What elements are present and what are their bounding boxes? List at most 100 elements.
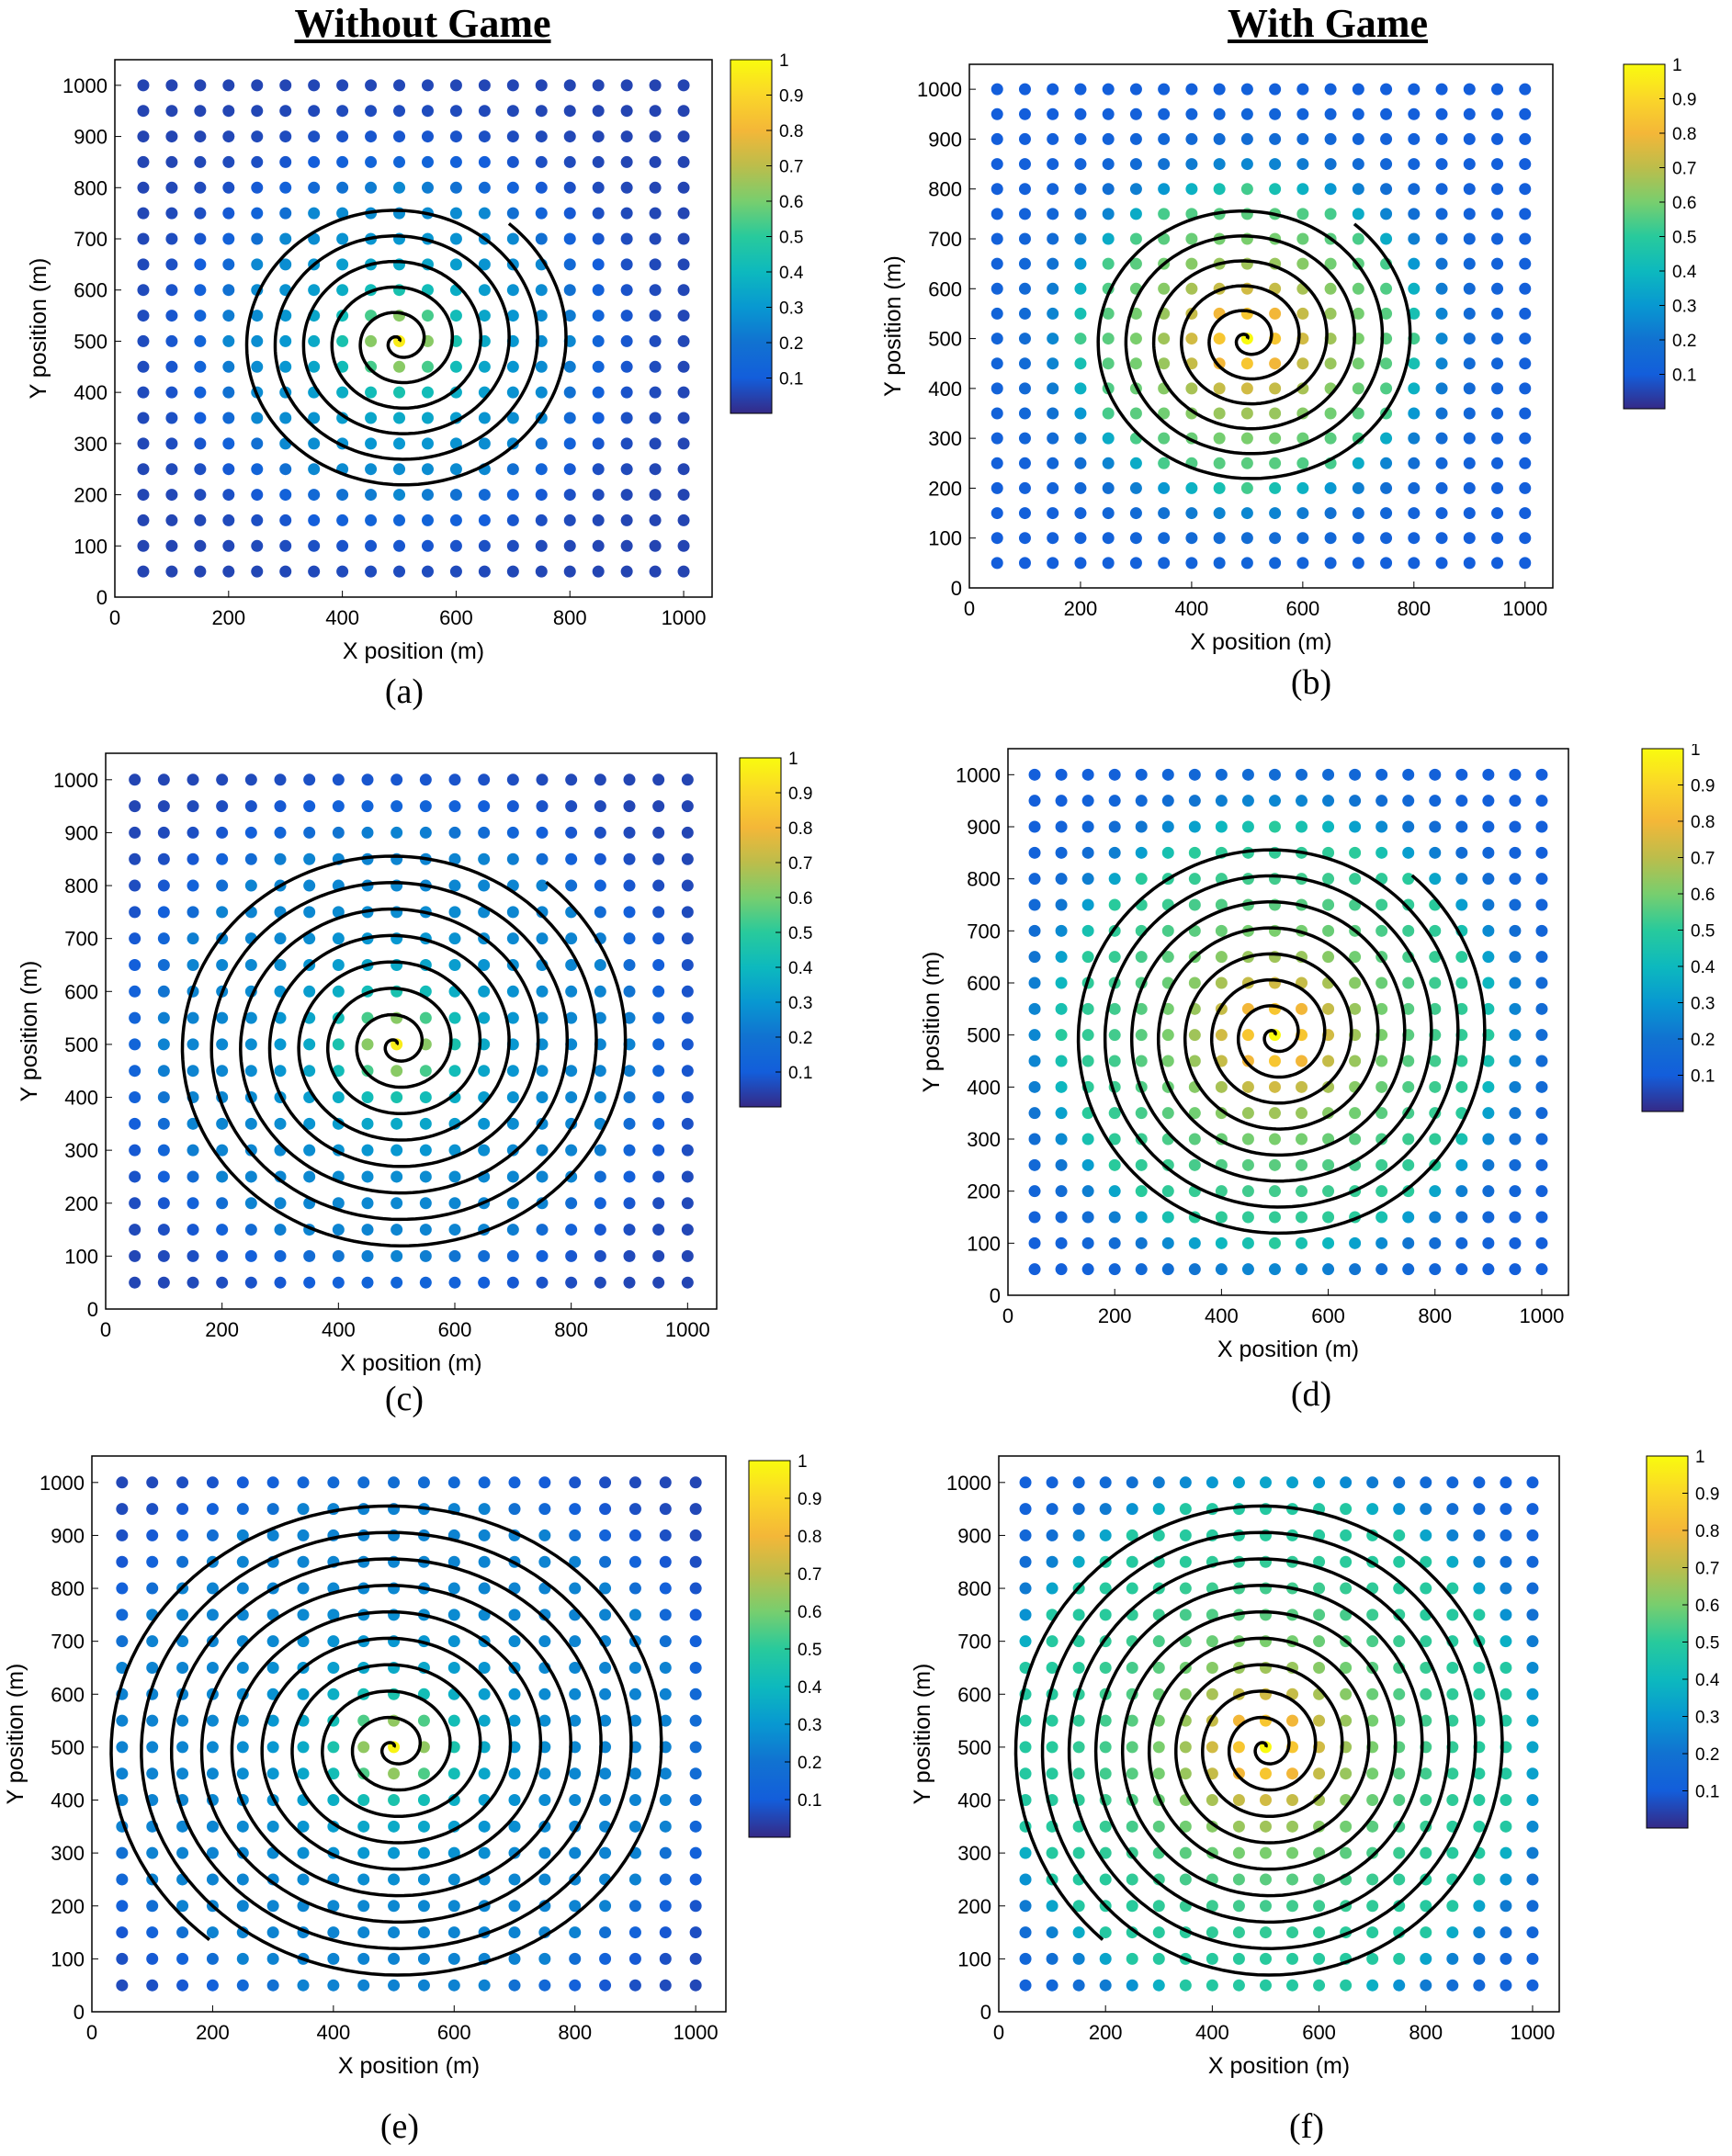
data-point (361, 1170, 374, 1183)
data-point (1215, 976, 1228, 989)
colorbar-tick-label: 0.6 (1695, 1597, 1719, 1616)
data-point (332, 800, 345, 813)
data-point (991, 183, 1003, 196)
data-point (1018, 333, 1031, 345)
data-point (361, 1249, 374, 1262)
data-point (303, 1170, 316, 1183)
data-point (1324, 107, 1337, 120)
data-point (478, 1555, 491, 1568)
data-point (1072, 1952, 1085, 1965)
data-point (689, 1529, 702, 1541)
data-point (1135, 1029, 1148, 1042)
data-point (681, 1117, 694, 1130)
data-point (628, 1952, 641, 1965)
data-point (1526, 1846, 1539, 1859)
data-point (1519, 132, 1532, 145)
colorbar-tick-label: 0.9 (798, 1490, 821, 1509)
data-point (1259, 1767, 1272, 1780)
data-point (1296, 158, 1309, 171)
data-point (1500, 1979, 1512, 1992)
data-point (1296, 1080, 1308, 1093)
data-point (1108, 768, 1121, 781)
data-point (1028, 1029, 1041, 1042)
colorbar-tick-label: 0.5 (1672, 229, 1696, 248)
data-point (391, 1091, 403, 1104)
data-point (1349, 1133, 1362, 1146)
y-axis-label: Y position (m) (910, 1664, 935, 1805)
data-point (1463, 382, 1476, 395)
data-point (1047, 132, 1059, 145)
data-point (1269, 83, 1282, 96)
data-point (506, 1170, 519, 1183)
data-point (535, 360, 548, 373)
data-point (1158, 183, 1171, 196)
data-point (1019, 1609, 1032, 1621)
y-tick-label: 400 (64, 1087, 98, 1110)
data-point (1129, 158, 1142, 171)
data-point (206, 1767, 219, 1780)
y-tick-label: 100 (51, 1947, 85, 1970)
data-point (216, 1276, 229, 1289)
data-point (1526, 1476, 1539, 1489)
plot-area-a (114, 59, 713, 598)
data-point (336, 130, 349, 143)
data-point (478, 1582, 491, 1595)
data-point (563, 514, 576, 526)
data-point (1269, 132, 1282, 145)
y-tick-label: 100 (957, 1947, 991, 1970)
data-point (1161, 1107, 1174, 1120)
data-point (1324, 507, 1337, 520)
data-point (677, 565, 690, 578)
y-tick-label: 600 (64, 980, 98, 1003)
data-point (1074, 557, 1087, 570)
data-point (137, 489, 150, 502)
data-point (1161, 846, 1174, 859)
data-point (146, 1714, 159, 1727)
data-point (677, 232, 690, 245)
data-point (1393, 1476, 1406, 1489)
data-point (165, 412, 178, 424)
data-point (1435, 208, 1448, 220)
data-point (1129, 107, 1142, 120)
y-tick-label: 100 (928, 527, 962, 550)
data-point (187, 1011, 199, 1024)
data-point (536, 1091, 549, 1104)
data-point (1296, 557, 1309, 570)
data-point (628, 1503, 641, 1516)
data-point (689, 1476, 702, 1489)
data-point (1420, 1661, 1432, 1674)
data-point (1349, 1236, 1362, 1249)
data-point (391, 1144, 403, 1157)
y-tick-label: 400 (928, 378, 962, 401)
data-point (1429, 768, 1442, 781)
data-point (1352, 481, 1364, 494)
data-point (1028, 1055, 1041, 1067)
data-point (1185, 232, 1198, 245)
data-point (506, 932, 519, 945)
data-point (303, 1038, 316, 1051)
data-point (1296, 1107, 1308, 1120)
data-point (1420, 1688, 1432, 1700)
data-point (1179, 1873, 1192, 1886)
data-point (649, 105, 662, 118)
data-point (393, 155, 406, 168)
data-point (308, 105, 321, 118)
data-point (1519, 457, 1532, 469)
y-tick-label: 600 (957, 1683, 991, 1706)
y-tick-label: 0 (980, 2001, 991, 2024)
data-point (449, 539, 462, 552)
data-point (1240, 507, 1253, 520)
data-point (659, 1820, 672, 1833)
data-point (1509, 795, 1522, 807)
data-point (563, 232, 576, 245)
data-point (478, 1529, 491, 1541)
data-point (1286, 1767, 1299, 1780)
colorbar-tick-label: 0.6 (798, 1603, 821, 1622)
data-point (538, 1688, 551, 1700)
colorbar-tick-label: 0.2 (788, 1029, 812, 1048)
data-point (1129, 232, 1142, 245)
data-point (1473, 1767, 1486, 1780)
spiral-line (1013, 1504, 1504, 1977)
data-point (1129, 132, 1142, 145)
colorbar-tick-label: 0.3 (779, 299, 803, 319)
